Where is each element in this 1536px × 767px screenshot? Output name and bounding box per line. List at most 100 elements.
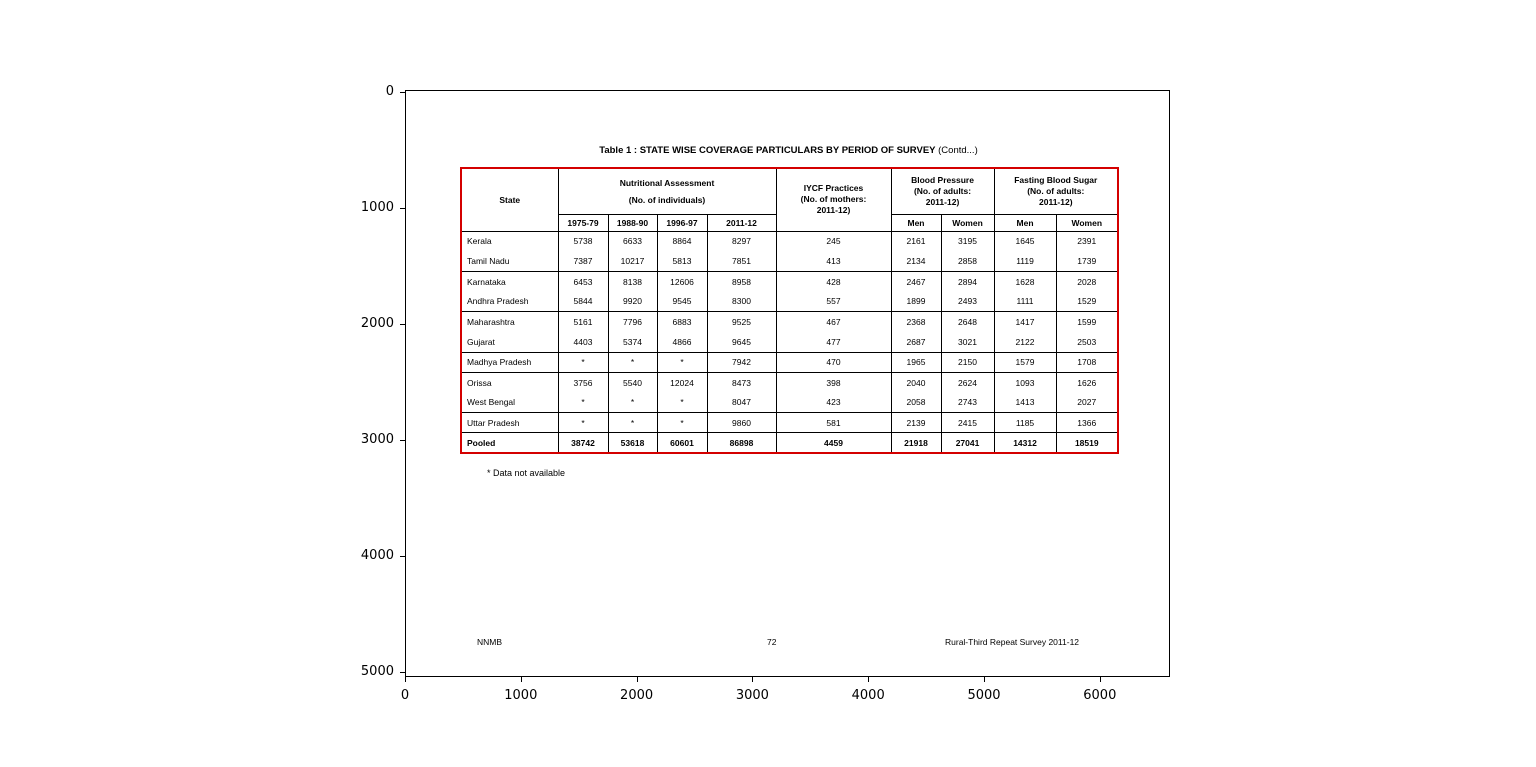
- value-cell: 2493: [940, 291, 995, 313]
- nutritional-label-line1: Nutritional Assessment: [619, 177, 715, 188]
- col-header-iycf: IYCF Practices (No. of mothers: 2011-12): [775, 168, 892, 232]
- value-cell: 18519: [1055, 432, 1119, 454]
- x-tick-label: 2000: [620, 688, 654, 703]
- value-cell: 1111: [993, 291, 1057, 313]
- value-cell: 8300: [706, 291, 777, 313]
- state-cell: Karnataka: [460, 271, 559, 292]
- x-tick-mark: [752, 677, 754, 682]
- value-cell: 21918: [890, 432, 942, 454]
- value-cell: 5374: [607, 331, 658, 353]
- value-cell: 1708: [1055, 352, 1119, 373]
- state-cell: Tamil Nadu: [460, 251, 559, 272]
- value-cell: 2122: [993, 331, 1057, 353]
- table-row: Tamil Nadu 7387 10217 5813 7851 413 2134 2858 11…: [460, 251, 1119, 272]
- value-cell: 14312: [993, 432, 1057, 454]
- y-tick-mark: [400, 439, 405, 441]
- iycf-label-line2: (No. of mothers:: [800, 194, 867, 205]
- table-row: Pooled 38742 53618 60601 86898 4459 21918 27041…: [460, 432, 1119, 454]
- bp-label-line2: (No. of adults:: [913, 185, 972, 196]
- table-row: Kerala 5738 6633 8864 8297 245 2161 3195 1645 239…: [460, 231, 1119, 252]
- value-cell: 3195: [940, 231, 995, 252]
- x-tick-label: 6000: [1083, 688, 1117, 703]
- value-cell: 2894: [940, 271, 995, 292]
- value-cell: 2028: [1055, 271, 1119, 292]
- x-tick-label: 4000: [851, 688, 885, 703]
- x-tick-label: 0: [400, 688, 410, 703]
- col-header-fbs-men: Men: [993, 214, 1057, 232]
- value-cell: *: [656, 352, 708, 373]
- value-cell: 423: [775, 392, 892, 414]
- col-header-fbs-women: Women: [1055, 214, 1119, 232]
- value-cell: 1739: [1055, 251, 1119, 272]
- value-cell: 6883: [656, 311, 708, 332]
- value-cell: 2503: [1055, 331, 1119, 353]
- value-cell: 1645: [993, 231, 1057, 252]
- value-cell: 1529: [1055, 291, 1119, 313]
- value-cell: 245: [775, 231, 892, 252]
- value-cell: 9920: [607, 291, 658, 313]
- value-cell: *: [557, 352, 609, 373]
- y-tick-label: 3000: [360, 432, 394, 447]
- table-title: Table 1 : STATE WISE COVERAGE PARTICULAR…: [460, 145, 1117, 156]
- col-header-fasting-blood-sugar: Fasting Blood Sugar (No. of adults: 2011…: [993, 168, 1119, 215]
- table-title-main: Table 1 : STATE WISE COVERAGE PARTICULAR…: [599, 145, 936, 156]
- fbs-label-line3: 2011-12): [1038, 196, 1073, 207]
- value-cell: 53618: [607, 432, 658, 454]
- value-cell: 428: [775, 271, 892, 292]
- value-cell: 2743: [940, 392, 995, 414]
- x-tick-mark: [1099, 677, 1101, 682]
- x-tick-mark: [636, 677, 638, 682]
- value-cell: 8047: [706, 392, 777, 414]
- col-header-year-2011-12: 2011-12: [706, 214, 777, 232]
- state-cell: Uttar Pradesh: [460, 412, 559, 434]
- state-cell: Pooled: [460, 432, 559, 454]
- value-cell: 2858: [940, 251, 995, 272]
- table-title-contd: (Contd...): [935, 145, 978, 156]
- col-header-nutritional: Nutritional Assessment (No. of individua…: [557, 168, 777, 215]
- value-cell: 8138: [607, 271, 658, 292]
- value-cell: 27041: [940, 432, 995, 454]
- table-row: Madhya Pradesh * * * 7942 470 1965 2150 1579 1708: [460, 352, 1119, 373]
- table-row: Andhra Pradesh 5844 9920 9545 8300 557 1899 249…: [460, 291, 1119, 313]
- bp-label-line1: Blood Pressure: [911, 174, 974, 185]
- value-cell: 4459: [775, 432, 892, 454]
- value-cell: 477: [775, 331, 892, 353]
- value-cell: 12606: [656, 271, 708, 292]
- value-cell: 8958: [706, 271, 777, 292]
- x-tick-mark: [520, 677, 522, 682]
- y-tick-mark: [400, 323, 405, 325]
- state-cell: Kerala: [460, 231, 559, 252]
- value-cell: 5813: [656, 251, 708, 272]
- x-tick-label: 1000: [504, 688, 538, 703]
- y-tick-label: 1000: [360, 200, 394, 215]
- fbs-label-line1: Fasting Blood Sugar: [1014, 174, 1098, 185]
- bp-label-line3: 2011-12): [925, 196, 960, 207]
- value-cell: *: [557, 412, 609, 434]
- value-cell: 86898: [706, 432, 777, 454]
- value-cell: 2040: [890, 372, 942, 393]
- value-cell: 1628: [993, 271, 1057, 292]
- x-tick-label: 5000: [967, 688, 1001, 703]
- value-cell: 4403: [557, 331, 609, 353]
- col-header-year-1975-79: 1975-79: [557, 214, 609, 232]
- state-cell: Andhra Pradesh: [460, 291, 559, 313]
- value-cell: 3021: [940, 331, 995, 353]
- state-cell: Orissa: [460, 372, 559, 393]
- x-tick-mark: [984, 677, 985, 682]
- coverage-table-body: Kerala 5738 6633 8864 8297 245 2161 3195 1645 239…: [460, 231, 1119, 454]
- table-row: Uttar Pradesh * * * 9860 581 2139 2415 1185 1366: [460, 412, 1119, 434]
- value-cell: 5844: [557, 291, 609, 313]
- value-cell: 5161: [557, 311, 609, 332]
- value-cell: 38742: [557, 432, 609, 454]
- value-cell: *: [607, 412, 658, 434]
- value-cell: 2467: [890, 271, 942, 292]
- value-cell: 2150: [940, 352, 995, 373]
- col-header-blood-pressure: Blood Pressure (No. of adults: 2011-12): [890, 168, 995, 215]
- iycf-label-line1: IYCF Practices: [803, 183, 864, 194]
- value-cell: 2624: [940, 372, 995, 393]
- value-cell: *: [607, 392, 658, 414]
- y-tick-mark: [400, 555, 405, 557]
- value-cell: 2687: [890, 331, 942, 353]
- value-cell: 1093: [993, 372, 1057, 393]
